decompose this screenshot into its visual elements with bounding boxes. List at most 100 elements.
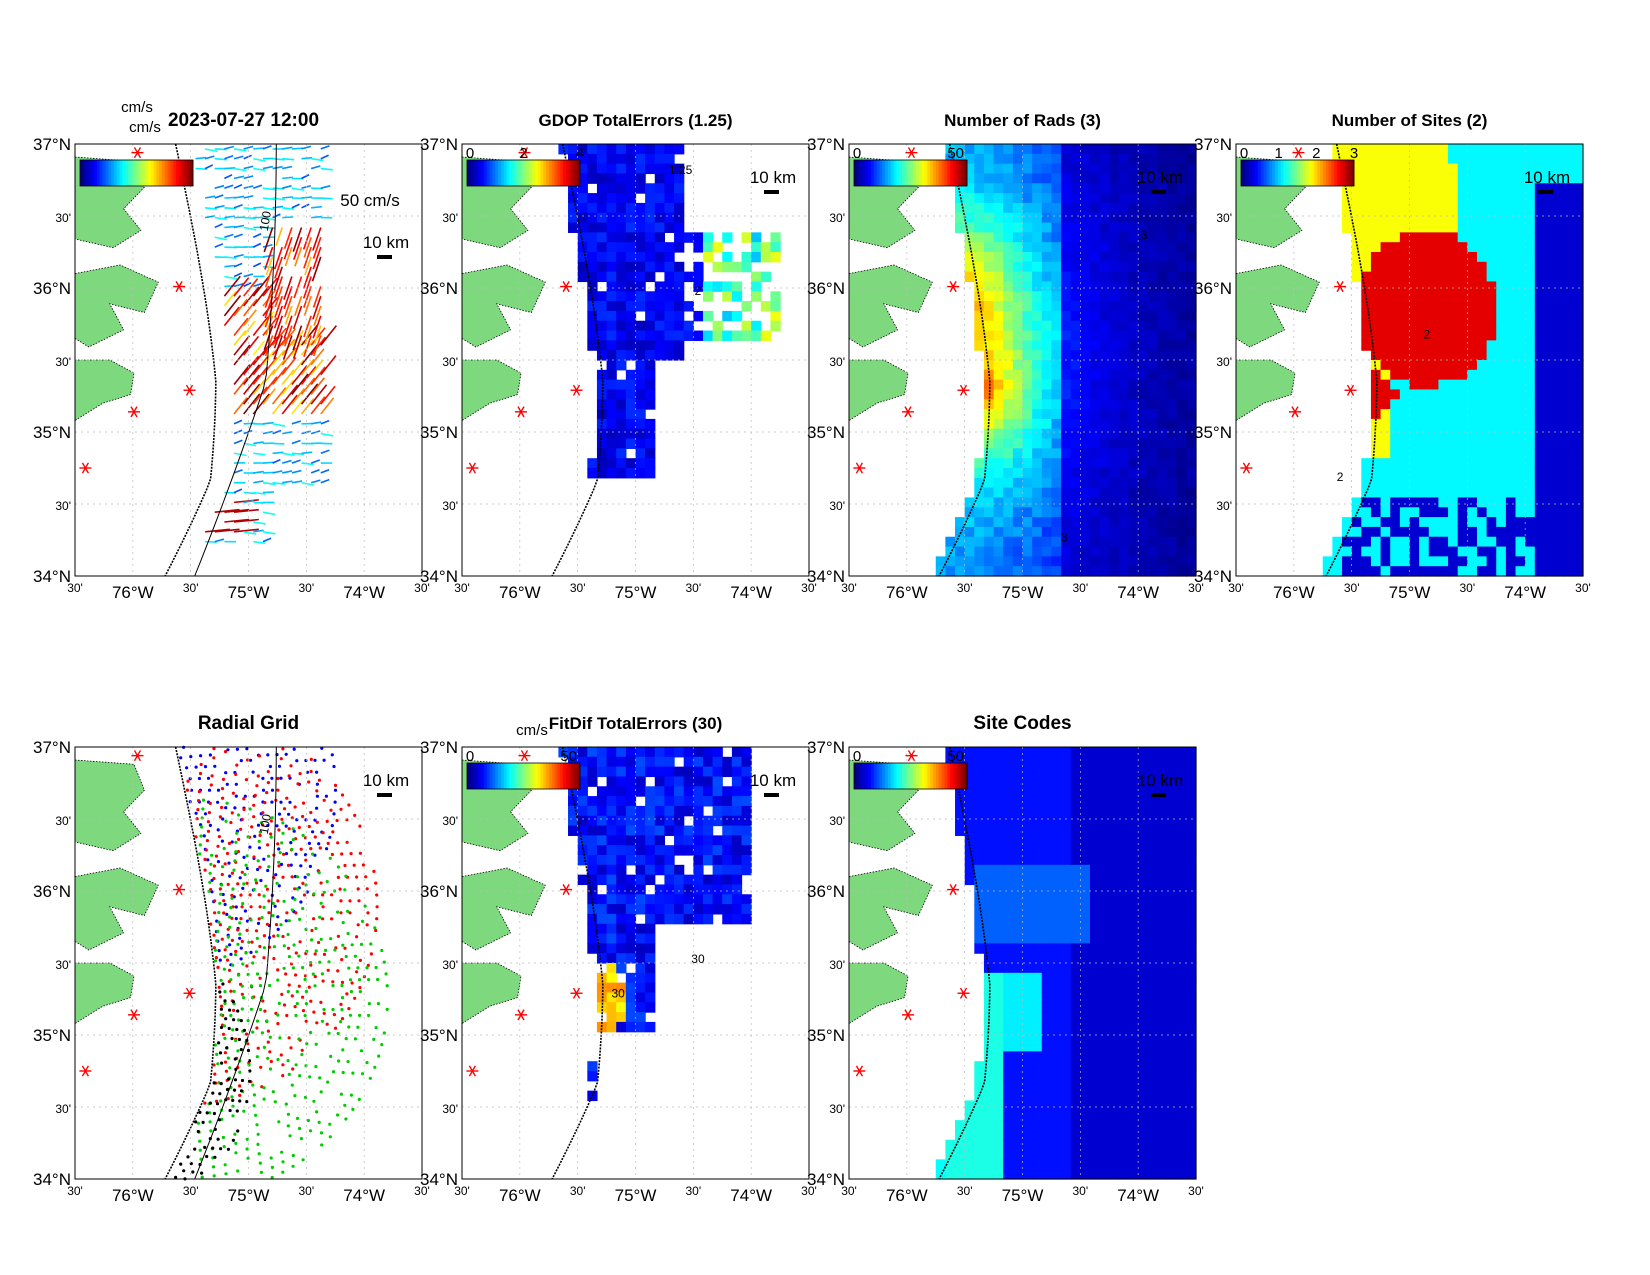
field-cell	[606, 399, 617, 410]
field-cell	[955, 1149, 966, 1160]
field-cell	[1419, 242, 1430, 253]
current-vector	[273, 305, 283, 329]
field-cell	[645, 913, 656, 925]
field-cell	[1099, 153, 1110, 165]
field-cell	[1157, 389, 1168, 400]
radial-grid-point	[374, 928, 378, 933]
current-vector	[282, 165, 293, 170]
radial-grid-point	[229, 952, 233, 956]
field-cell	[1070, 963, 1081, 974]
field-cell	[1138, 379, 1149, 391]
field-cell	[606, 448, 617, 459]
field-cell	[1147, 468, 1159, 479]
field-cell	[1080, 786, 1091, 797]
field-cell	[1186, 232, 1197, 243]
field-cell	[1128, 526, 1139, 538]
field-cell	[1554, 448, 1565, 459]
field-cell	[1051, 497, 1062, 508]
radial-grid-point	[276, 915, 280, 919]
radial-grid-point	[322, 758, 326, 762]
field-cell	[645, 835, 656, 846]
radial-grid-point	[257, 1152, 261, 1156]
radial-grid-point	[301, 995, 305, 999]
field-cell	[1061, 1139, 1072, 1151]
radial-grid-point	[293, 1094, 297, 1098]
field-cell	[1032, 418, 1043, 430]
field-cell	[1022, 1051, 1033, 1062]
field-cell	[945, 1139, 956, 1151]
current-vector	[320, 397, 335, 415]
radial-grid-point	[280, 992, 284, 996]
field-cell	[1022, 825, 1033, 836]
field-cell	[1003, 1012, 1014, 1023]
field-cell	[1457, 193, 1468, 204]
field-cell	[1061, 786, 1072, 797]
field-cell	[1428, 409, 1440, 420]
field-cell	[1176, 330, 1187, 341]
radial-grid-point	[227, 861, 231, 865]
field-cell	[1486, 183, 1497, 194]
field-cell	[1409, 477, 1420, 489]
field-cell	[1003, 497, 1014, 508]
field-cell	[1554, 379, 1565, 391]
field-cell	[1089, 271, 1101, 283]
radial-grid-point	[255, 936, 259, 940]
field-cell	[1138, 477, 1149, 489]
field-cell	[1138, 271, 1149, 283]
field-cell	[1157, 193, 1168, 204]
current-vector	[243, 442, 257, 447]
field-cell	[1515, 212, 1526, 224]
latitude-label: 34°N	[33, 1170, 71, 1189]
field-cell	[587, 330, 598, 341]
field-cell	[1070, 281, 1081, 292]
field-cell	[1089, 183, 1101, 194]
field-cell	[1573, 232, 1584, 243]
field-cell	[1061, 805, 1072, 817]
field-cell	[1390, 340, 1401, 351]
current-vector	[252, 386, 268, 405]
field-cell	[1486, 566, 1497, 577]
field-cell	[1370, 546, 1382, 557]
field-cell	[1012, 409, 1024, 420]
field-cell	[1032, 1169, 1043, 1180]
current-vector	[243, 335, 260, 356]
field-cell	[683, 330, 694, 341]
current-vector	[300, 398, 315, 415]
field-cell	[1399, 301, 1411, 312]
field-cell	[1563, 330, 1574, 341]
radial-grid-point	[224, 1069, 228, 1073]
field-cell	[1070, 1080, 1081, 1092]
field-cell	[1167, 242, 1178, 253]
field-cell	[1099, 517, 1110, 528]
field-cell	[1428, 369, 1440, 381]
radial-grid-point	[240, 992, 244, 996]
radial-grid-point	[279, 800, 283, 804]
radial-grid-point	[282, 944, 286, 948]
latitude-label: 34°N	[420, 567, 458, 586]
radial-grid-point	[219, 1025, 224, 1030]
field-cell	[1457, 183, 1468, 194]
field-cell	[645, 399, 656, 410]
field-cell	[1563, 399, 1574, 410]
field-cell	[974, 796, 985, 807]
field-cell	[606, 144, 617, 155]
field-cell	[1099, 291, 1110, 302]
field-cell	[664, 766, 675, 778]
radial-grid-point	[249, 950, 253, 954]
field-cell	[1089, 163, 1101, 175]
radial-grid-point	[287, 812, 291, 816]
field-cell	[1573, 507, 1584, 518]
field-cell	[616, 904, 627, 915]
field-cell	[587, 242, 598, 253]
current-vector	[272, 423, 286, 427]
radial-grid-point	[277, 1120, 281, 1124]
field-cell	[1051, 982, 1062, 994]
current-vector	[320, 154, 329, 160]
radial-grid-point	[242, 807, 246, 812]
field-cell	[1022, 1100, 1033, 1111]
field-cell	[1070, 242, 1081, 253]
field-cell	[1041, 202, 1053, 214]
radial-grid-point	[240, 905, 244, 909]
radial-grid-point	[277, 1001, 281, 1005]
field-cell	[1409, 369, 1420, 381]
